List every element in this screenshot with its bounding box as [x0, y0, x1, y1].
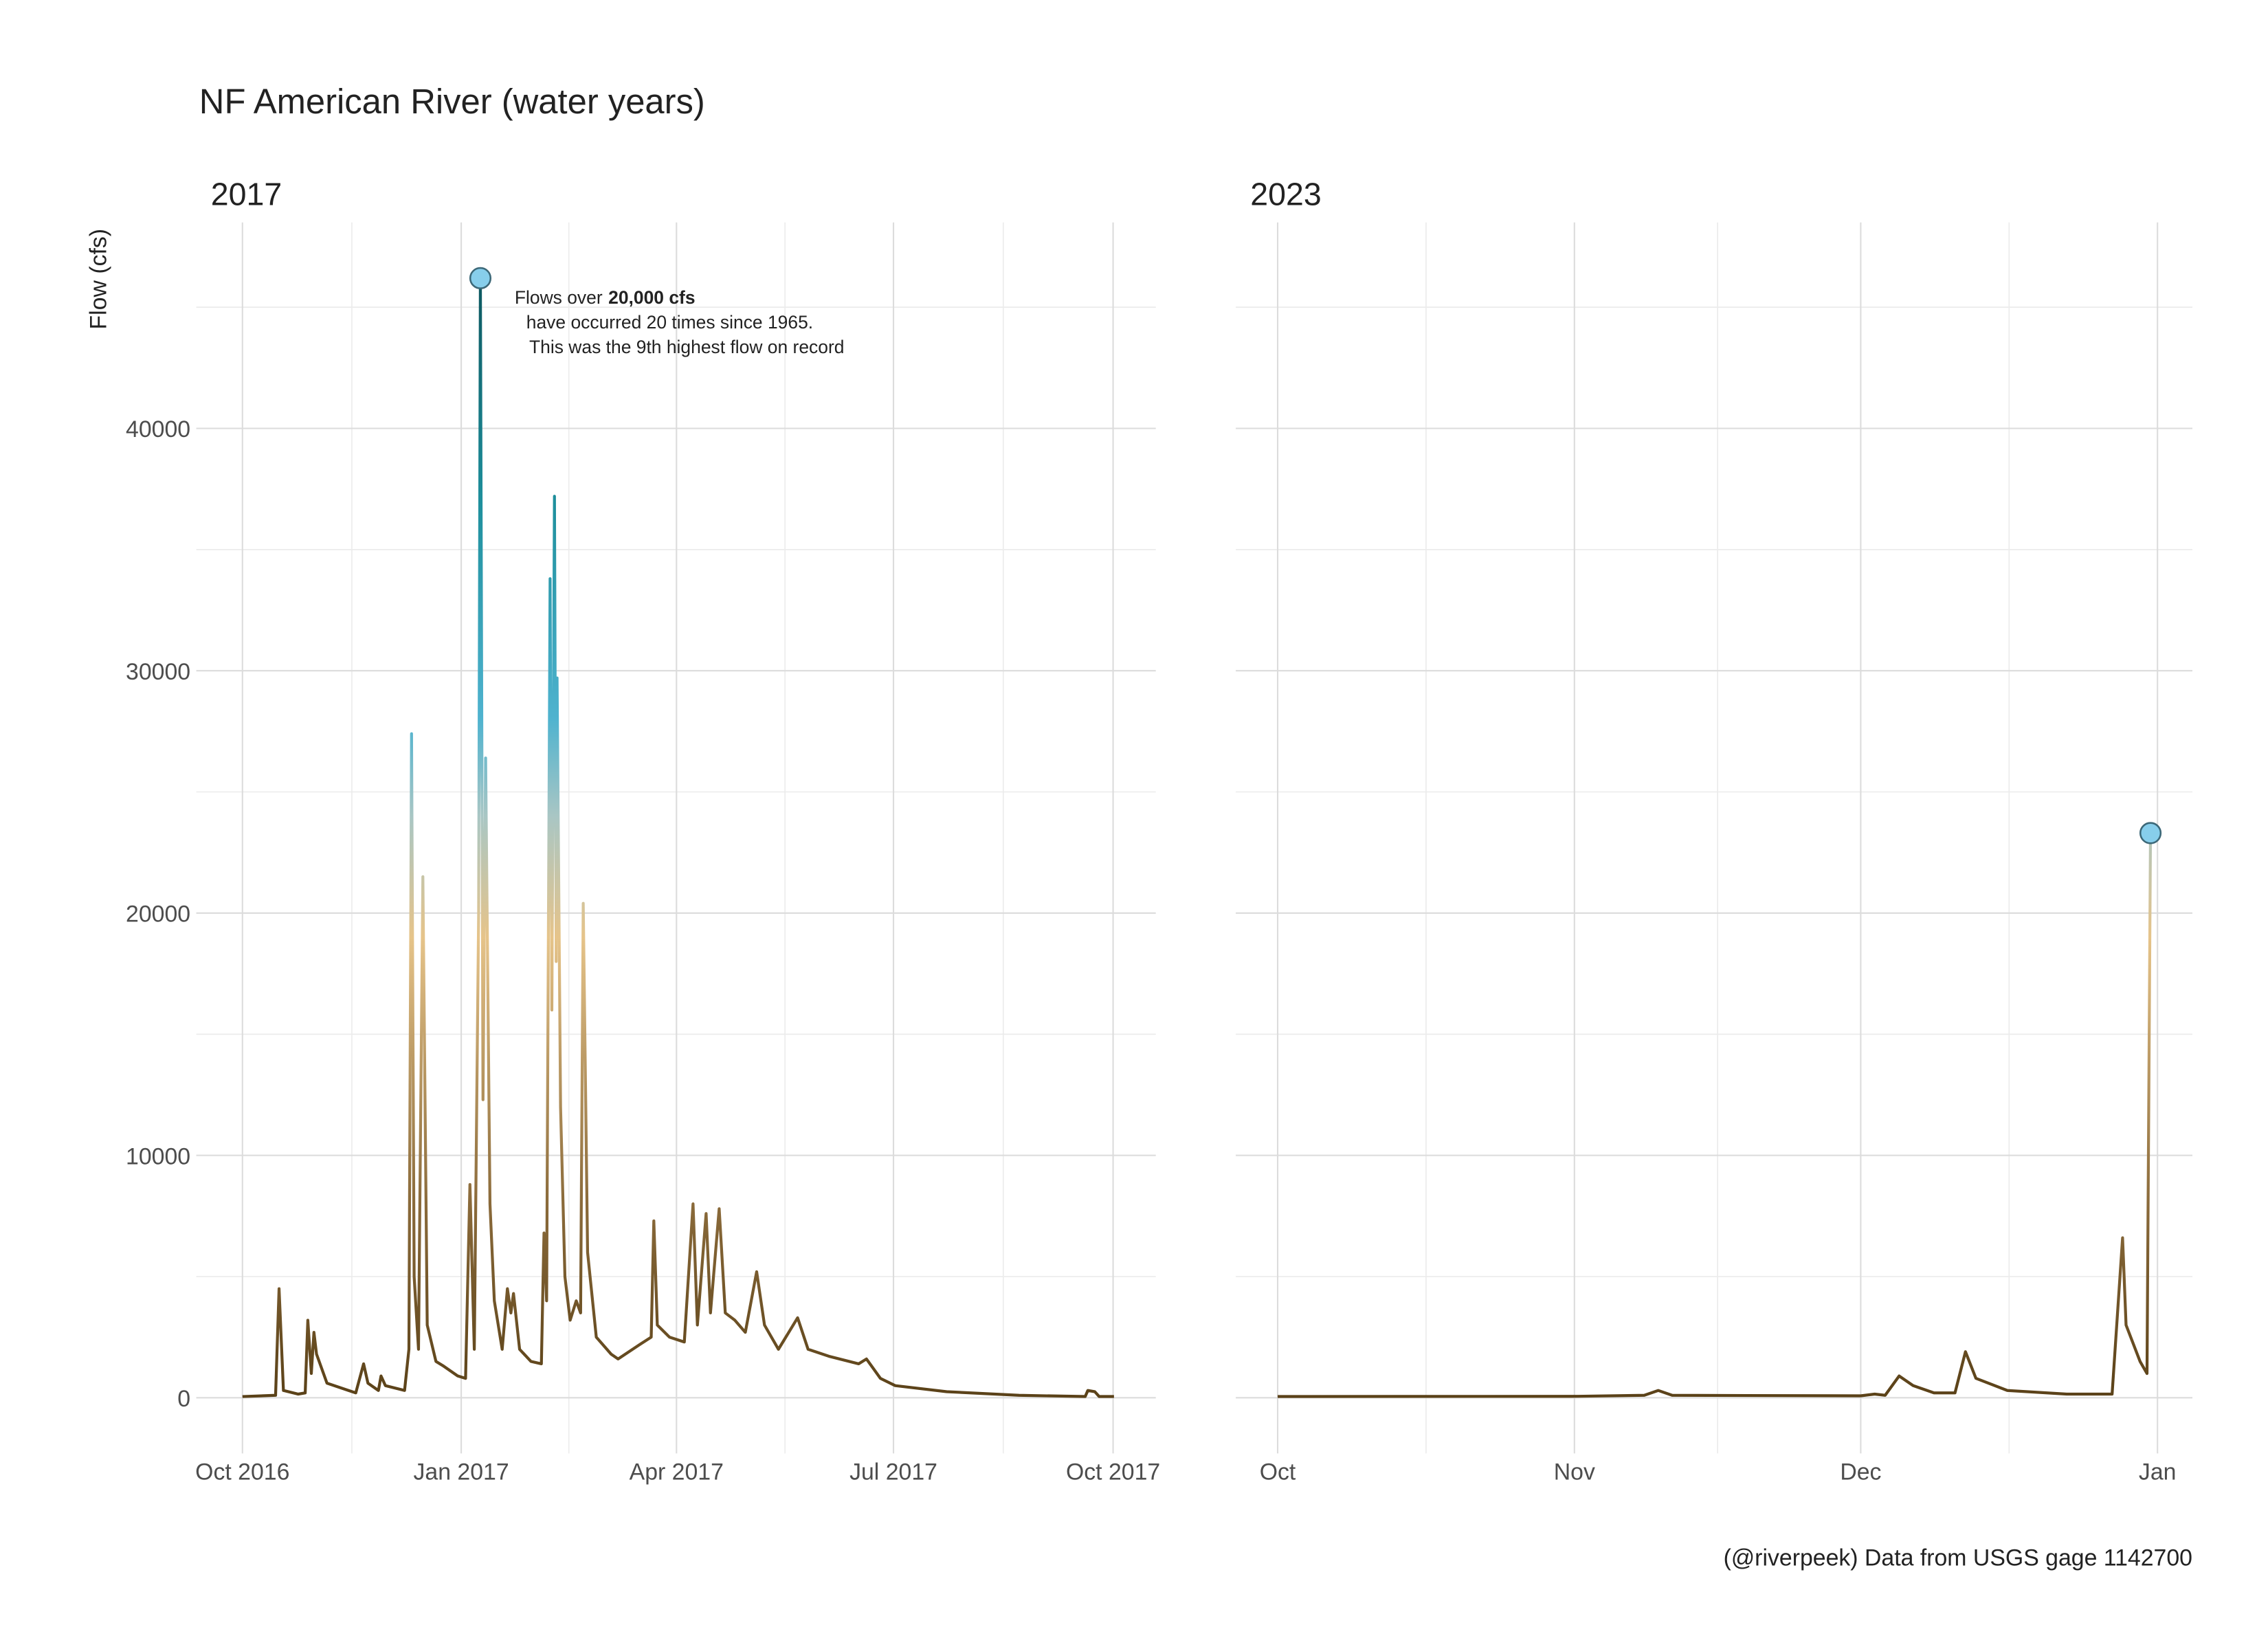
- x-tick-label: Oct 2017: [1066, 1459, 1160, 1485]
- x-tick-label: Dec: [1840, 1459, 1881, 1485]
- x-tick-label: Jan 2017: [413, 1459, 509, 1485]
- y-axis-label: Flow (cfs): [85, 229, 111, 330]
- caption: (@riverpeek) Data from USGS gage 1142700: [1724, 1545, 2192, 1571]
- annotation: This was the 9th highest flow on record: [529, 337, 845, 357]
- peak-marker: [469, 267, 492, 289]
- x-tick-label: Nov: [1554, 1459, 1595, 1485]
- annotation: have occurred 20 times since 1965.: [526, 312, 813, 333]
- peak-marker: [2139, 822, 2162, 844]
- panel-title: 2023: [1250, 176, 1321, 212]
- y-tick-label: 30000: [126, 659, 190, 685]
- x-tick-label: Jul 2017: [849, 1459, 937, 1485]
- panel-title: 2017: [211, 176, 282, 212]
- x-tick-label: Oct: [1260, 1459, 1296, 1485]
- x-tick-label: Jan: [2139, 1459, 2177, 1485]
- y-tick-label: 10000: [126, 1143, 190, 1169]
- annotation-bold: 20,000 cfs: [608, 287, 695, 308]
- y-tick-label: 0: [177, 1386, 190, 1412]
- flow-line: [1278, 833, 2153, 1398]
- x-tick-label: Apr 2017: [630, 1459, 724, 1485]
- flow-line: [242, 276, 1114, 1398]
- annotation: Flows over 20,000 cfs: [515, 287, 696, 308]
- y-tick-label: 20000: [126, 901, 190, 928]
- chart-title: NF American River (water years): [199, 82, 705, 121]
- y-tick-label: 40000: [126, 416, 190, 442]
- x-tick-label: Oct 2016: [195, 1459, 289, 1485]
